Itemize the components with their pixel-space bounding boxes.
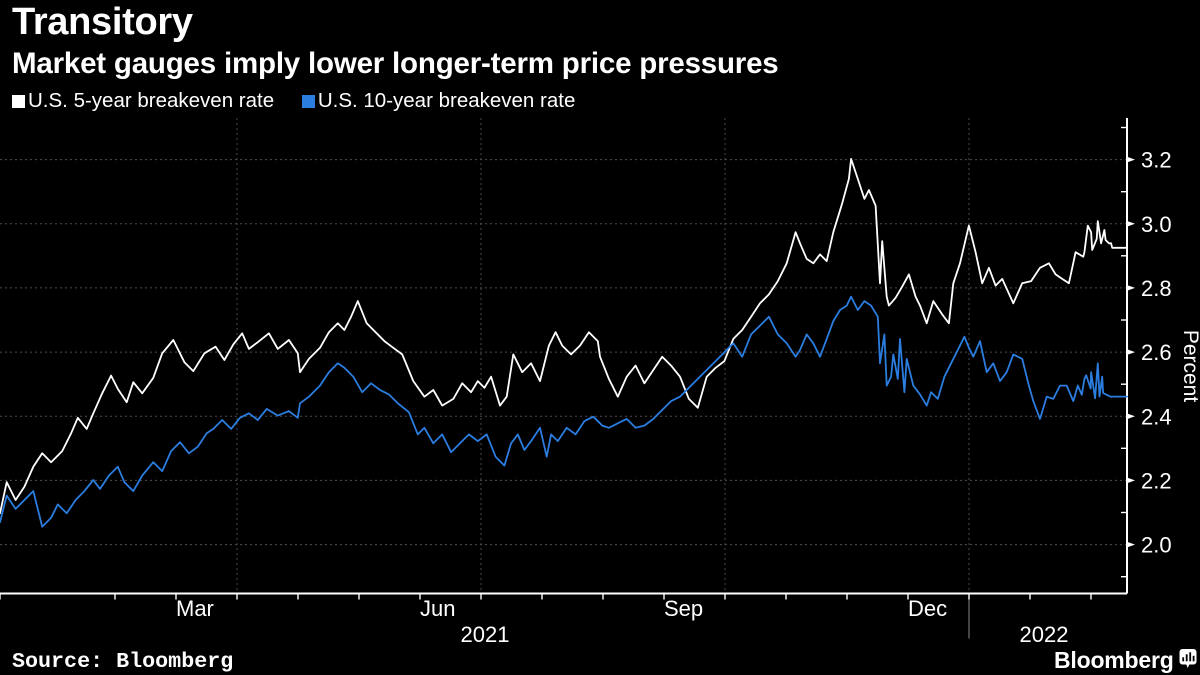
svg-text:2022: 2022: [1020, 622, 1069, 647]
svg-text:Percent: Percent: [1179, 330, 1200, 403]
svg-text:Jun: Jun: [420, 596, 455, 621]
svg-text:3.0: 3.0: [1141, 212, 1172, 237]
svg-text:2021: 2021: [461, 622, 510, 647]
svg-text:2.6: 2.6: [1141, 340, 1172, 365]
svg-text:Sep: Sep: [664, 596, 703, 621]
svg-text:Dec: Dec: [908, 596, 947, 621]
svg-text:2.0: 2.0: [1141, 533, 1172, 558]
svg-text:3.2: 3.2: [1141, 148, 1172, 173]
svg-text:2.2: 2.2: [1141, 468, 1172, 493]
svg-text:2.4: 2.4: [1141, 404, 1172, 429]
svg-text:2.8: 2.8: [1141, 276, 1172, 301]
svg-text:Mar: Mar: [176, 596, 214, 621]
